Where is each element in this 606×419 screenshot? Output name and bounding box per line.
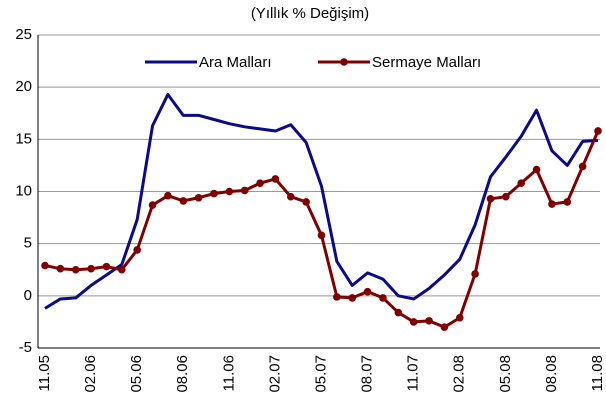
series-marker [179,197,188,205]
x-tick-label: 11.08 [589,355,606,391]
series-marker [225,187,234,196]
series-marker [148,201,157,209]
series-marker [164,191,172,200]
series-marker [71,265,80,274]
series-marker [440,323,449,331]
series-line [44,92,599,310]
series-marker [563,198,572,206]
series-marker [594,127,602,135]
series-marker [194,193,203,202]
series-marker [578,162,587,171]
legend-label: Sermaye Malları [372,54,481,71]
series-marker [102,262,111,271]
y-tick-label: 15 [15,130,32,147]
series-marker [532,165,541,174]
legend-marker [340,58,348,66]
series-marker [348,294,357,302]
x-tick-label: 02.07 [266,355,283,393]
series-marker [502,192,510,201]
x-tick-label: 11.07 [405,355,422,391]
series-marker [271,175,280,183]
y-tick-label: 20 [15,78,32,95]
series-marker [56,264,65,273]
series-marker [394,308,403,317]
series-marker [210,189,218,198]
series-marker [41,261,49,270]
x-tick-label: 08.08 [543,355,560,393]
x-tick-label: 02.08 [451,355,468,393]
series-marker [409,318,418,326]
series-marker [133,246,141,254]
series-marker [548,200,556,208]
series-marker [471,270,479,278]
series-marker [425,317,433,325]
chart-title: (Yıllık % Değişim) [251,5,369,22]
x-tick-label: 08.07 [359,355,376,393]
y-tick-label: 25 [15,26,32,43]
x-tick-label: 05.07 [312,355,329,393]
x-tick-label: 05.06 [128,355,145,393]
x-tick-label: 02.06 [82,355,99,393]
series-marker [87,264,95,273]
x-tick-label: 11.06 [220,355,237,391]
series-marker [379,294,387,302]
series-line [44,130,600,329]
y-tick-label: 0 [24,287,32,304]
x-tick-label: 05.08 [497,355,514,393]
y-tick-label: 10 [15,182,32,199]
y-tick-label: -5 [19,339,32,356]
series-marker [240,186,249,195]
series-marker [286,192,295,201]
series-marker [317,231,326,240]
series-marker [455,313,464,322]
x-tick-label: 11.05 [36,355,53,391]
series-marker [486,195,495,203]
legend-label: Ara Malları [199,54,272,71]
series-marker [302,198,310,206]
series-marker [118,265,126,274]
series-marker [333,293,341,301]
series-marker [517,179,525,187]
x-tick-label: 08.06 [174,355,191,393]
y-tick-label: 5 [24,235,32,252]
series-marker [363,287,372,296]
series-marker [256,179,264,187]
